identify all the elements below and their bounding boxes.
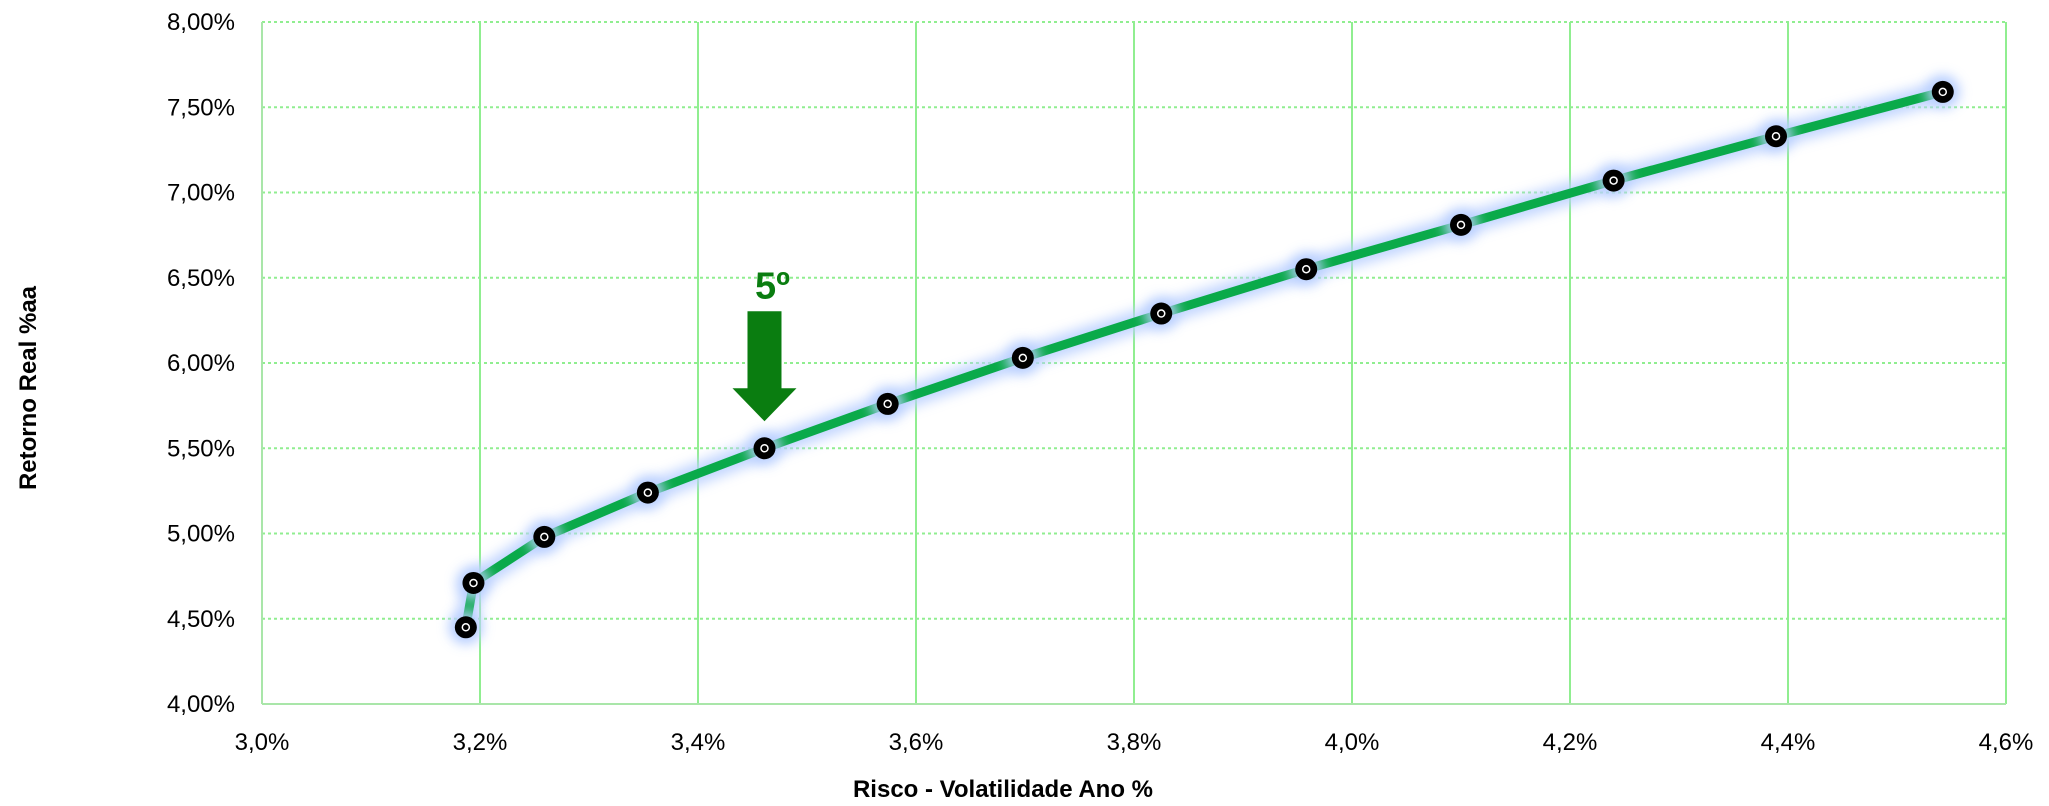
data-point-center [1609,176,1618,185]
annotation-label: 5º [755,265,790,307]
x-tick-label: 4,0% [1325,729,1380,756]
data-point-center [1018,353,1028,363]
y-tick-label: 6,50% [167,265,235,292]
y-tick-label: 4,00% [167,691,235,718]
data-point [1450,213,1472,236]
x-tick-label: 4,2% [1543,729,1598,756]
data-point [1295,258,1318,281]
y-tick-label: 5,00% [167,521,235,548]
series-path [461,87,1948,632]
y-tick-label: 7,50% [167,94,235,121]
y-tick-labels: 4,00% 4,50% 5,00% 5,50% 6,00% 6,50% 7,00% 7,50%… [167,9,235,718]
data-point-center [643,488,653,497]
annotation-arrow [732,311,797,422]
data-point-center [469,578,478,588]
data-point [1150,302,1173,325]
x-tick-label: 3,2% [453,729,508,756]
data-point [1602,169,1625,192]
data-point-center [883,399,892,409]
grid [262,21,2007,704]
y-tick-label: 4,50% [167,606,235,633]
data-point-center [540,532,549,542]
axes [261,22,2006,705]
data-point [753,437,776,460]
data-point [454,616,477,639]
x-tick-label: 3,4% [671,729,726,756]
data-point [1931,80,1954,103]
series-glow [454,80,1954,639]
data-point [1765,125,1788,148]
data-point-center [1771,131,1781,141]
data-point-center [1456,220,1466,230]
annotation: 5º [732,265,797,422]
x-tick-labels: 3,0% 3,2% 3,4% 3,6% 3,8% 4,0% 4,2% 4,4% 4,6% [235,729,2034,756]
data-point [876,392,899,415]
x-tick-label: 3,0% [235,729,290,756]
y-tick-label: 7,00% [167,180,235,207]
x-tick-label: 4,4% [1761,729,1816,756]
x-axis-title: Risco - Volatilidade Ano % [853,776,1153,803]
y-tick-label: 8,00% [167,9,235,36]
data-point [462,571,485,594]
series-line [454,80,1954,639]
data-point-center [461,623,471,632]
series-points [448,74,1960,645]
y-tick-label: 6,00% [167,350,235,377]
x-tick-label: 3,8% [1107,729,1162,756]
data-point [1011,346,1034,369]
y-tick-label: 5,50% [167,435,235,462]
data-point [533,525,556,548]
x-tick-label: 4,6% [1979,729,2034,756]
y-axis-title: Retorno Real %aa [15,285,42,490]
data-point-center [1301,264,1311,274]
data-point-center [1157,309,1166,318]
data-point [636,481,659,504]
data-point-center [760,444,769,453]
x-tick-label: 3,6% [889,729,944,756]
data-point-center [1938,87,1948,97]
